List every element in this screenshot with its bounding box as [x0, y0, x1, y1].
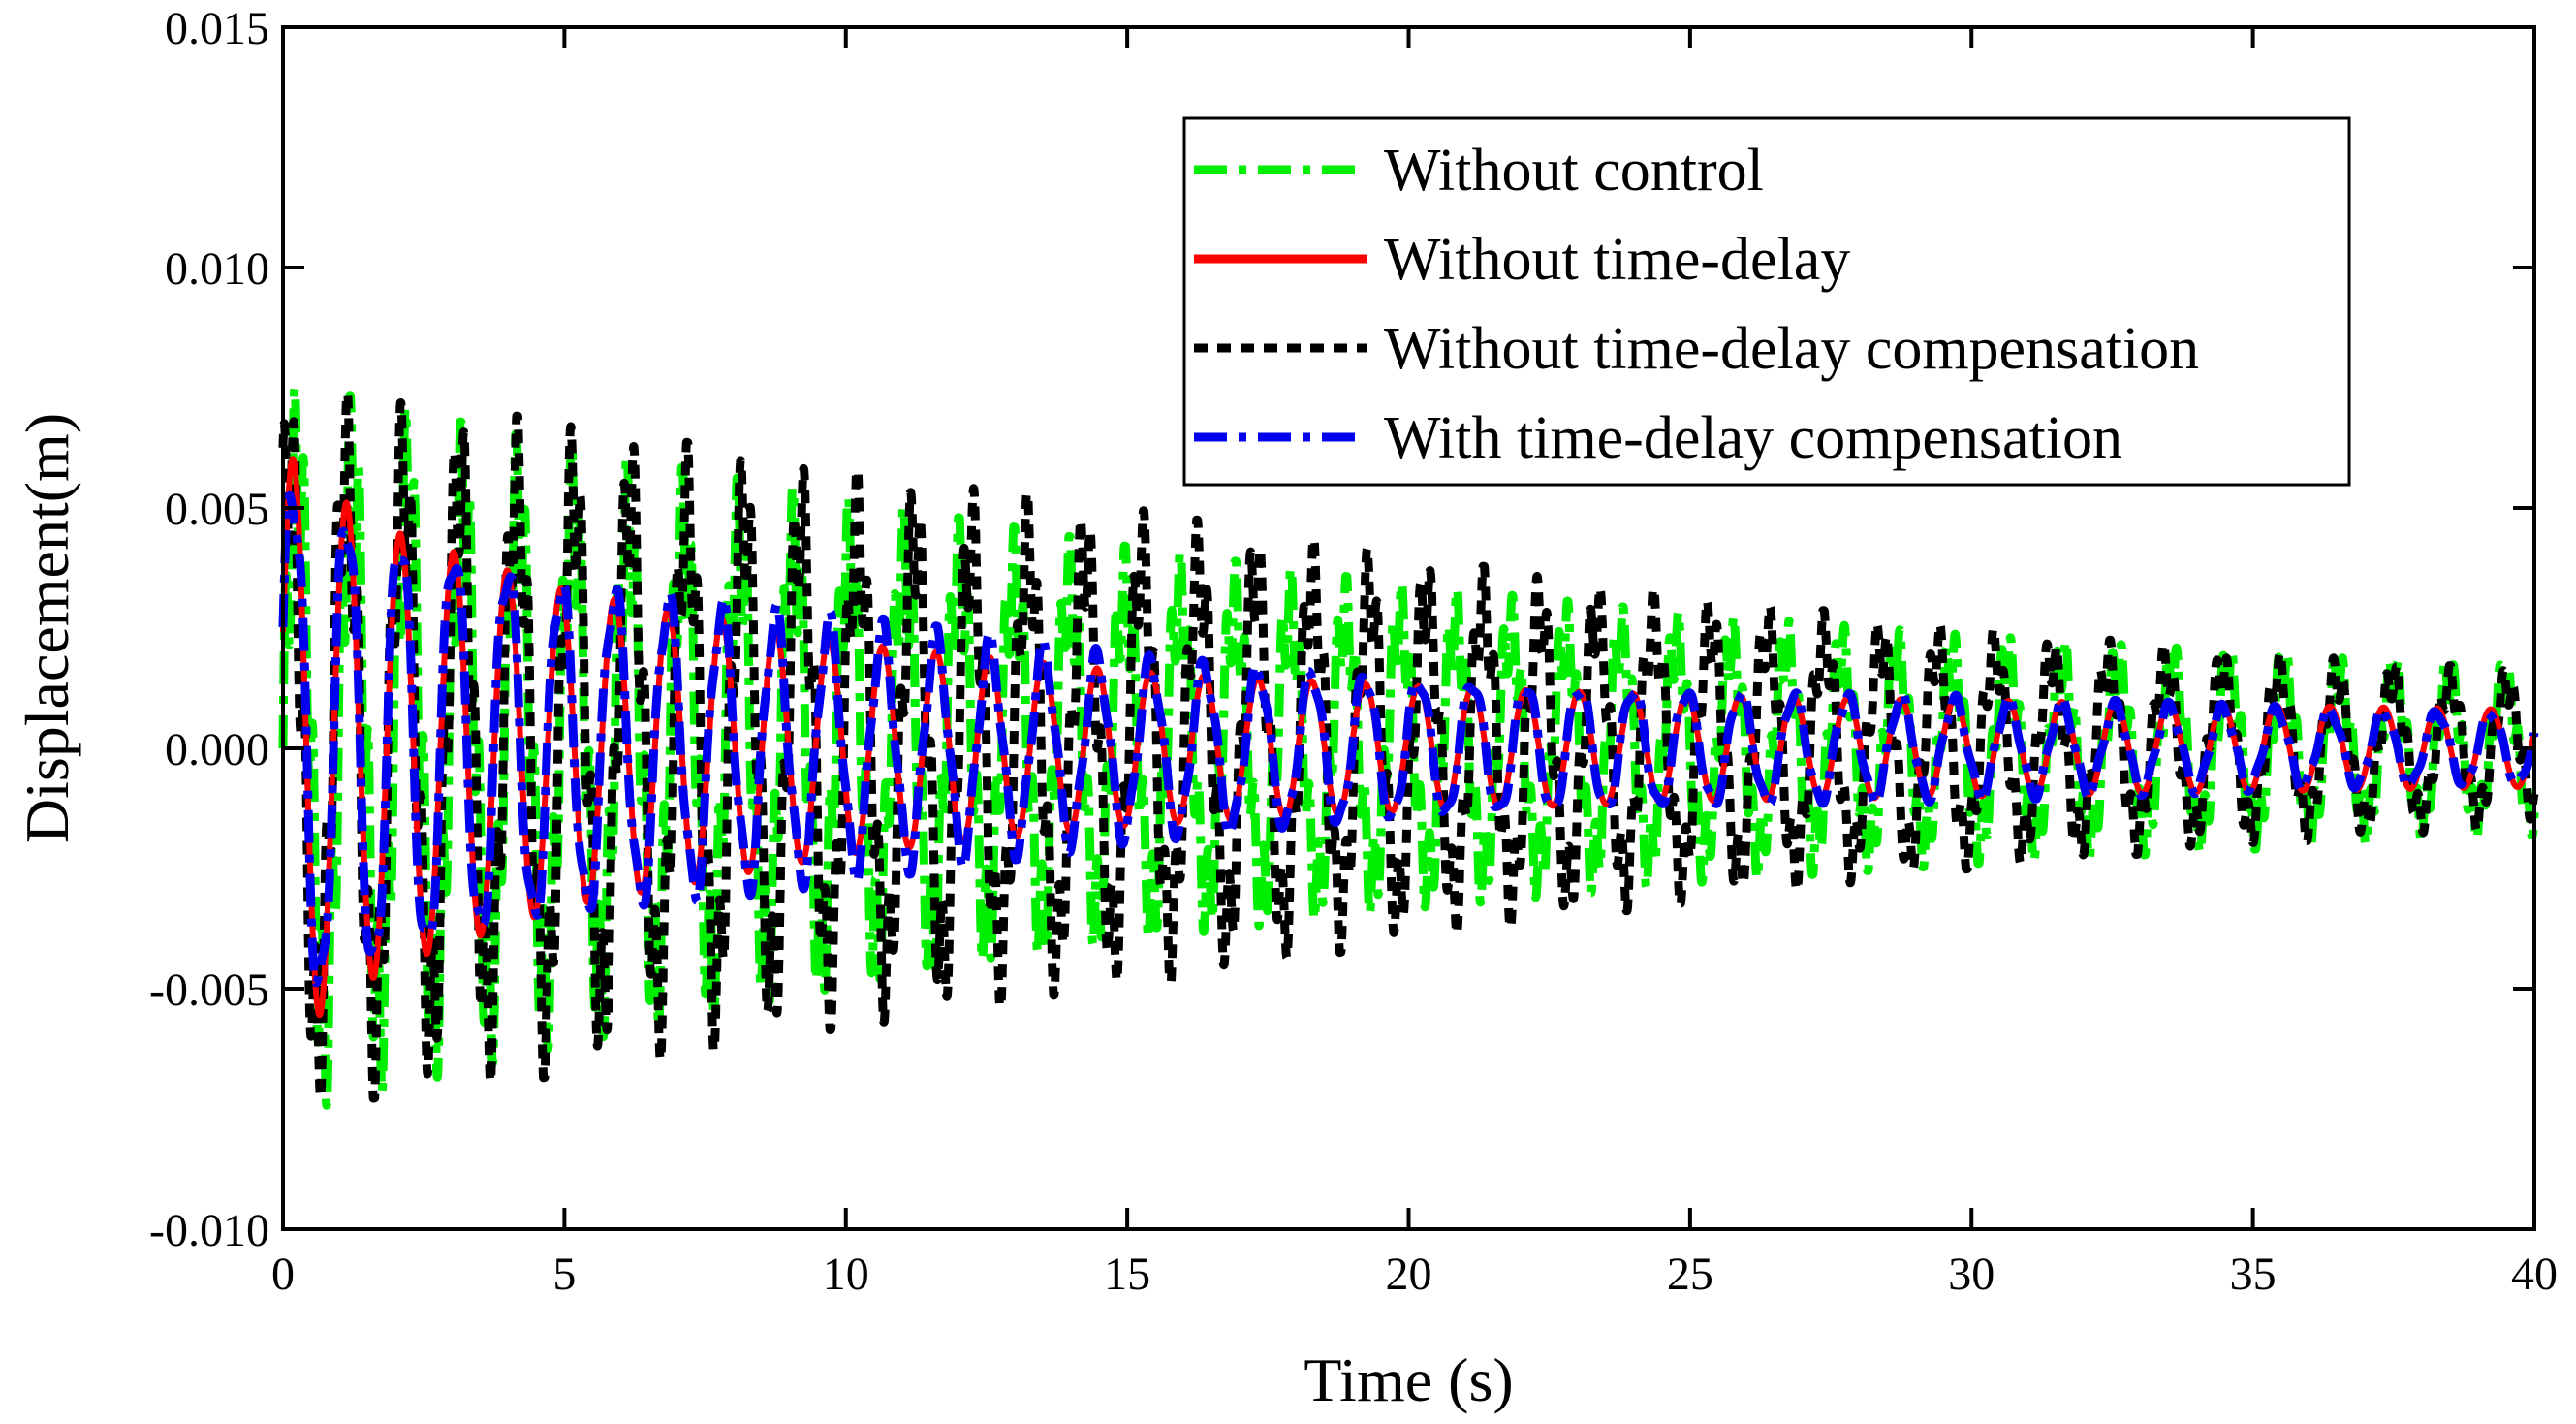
x-tick-label: 35: [2230, 1249, 2277, 1300]
legend-label: Without time-delay compensation: [1384, 316, 2199, 382]
y-tick-label: -0.010: [149, 1205, 269, 1256]
axes-layer: 0 5 10 15 20 25 30 35 40 -0.010 -0.005 0.000 0.005 0.…: [149, 3, 2558, 1300]
x-tick-label: 10: [823, 1249, 869, 1300]
legend-label: With time-delay compensation: [1384, 405, 2122, 471]
x-tick-label: 5: [552, 1249, 576, 1300]
legend: Without control Without time-delay Without…: [1182, 116, 2351, 487]
x-tick-label: 20: [1386, 1249, 1432, 1300]
x-tick-label: 30: [1948, 1249, 1995, 1300]
x-tick-label: 40: [2511, 1249, 2558, 1300]
y-tick-label: 0.005: [165, 484, 269, 535]
y-tick-label: -0.005: [149, 965, 269, 1016]
x-tick-label: 15: [1104, 1249, 1150, 1300]
x-tick-label: 25: [1667, 1249, 1713, 1300]
y-axis-title: Displacement(m): [13, 413, 81, 843]
series-layer: [278, 384, 2539, 1110]
legend-label: Without time-delay: [1384, 227, 1850, 293]
legend-box: [1182, 116, 2351, 487]
y-tick-label: 0.010: [165, 243, 269, 295]
series-line-3: [278, 389, 2539, 1103]
legend-label: Without control: [1384, 138, 1764, 204]
y-tick-label: 0.000: [165, 724, 269, 775]
x-tick-label: 0: [271, 1249, 295, 1300]
series-line-4: [278, 490, 2539, 988]
x-axis-title: Time (s): [1304, 1345, 1513, 1414]
y-tick-label: 0.015: [165, 3, 269, 54]
